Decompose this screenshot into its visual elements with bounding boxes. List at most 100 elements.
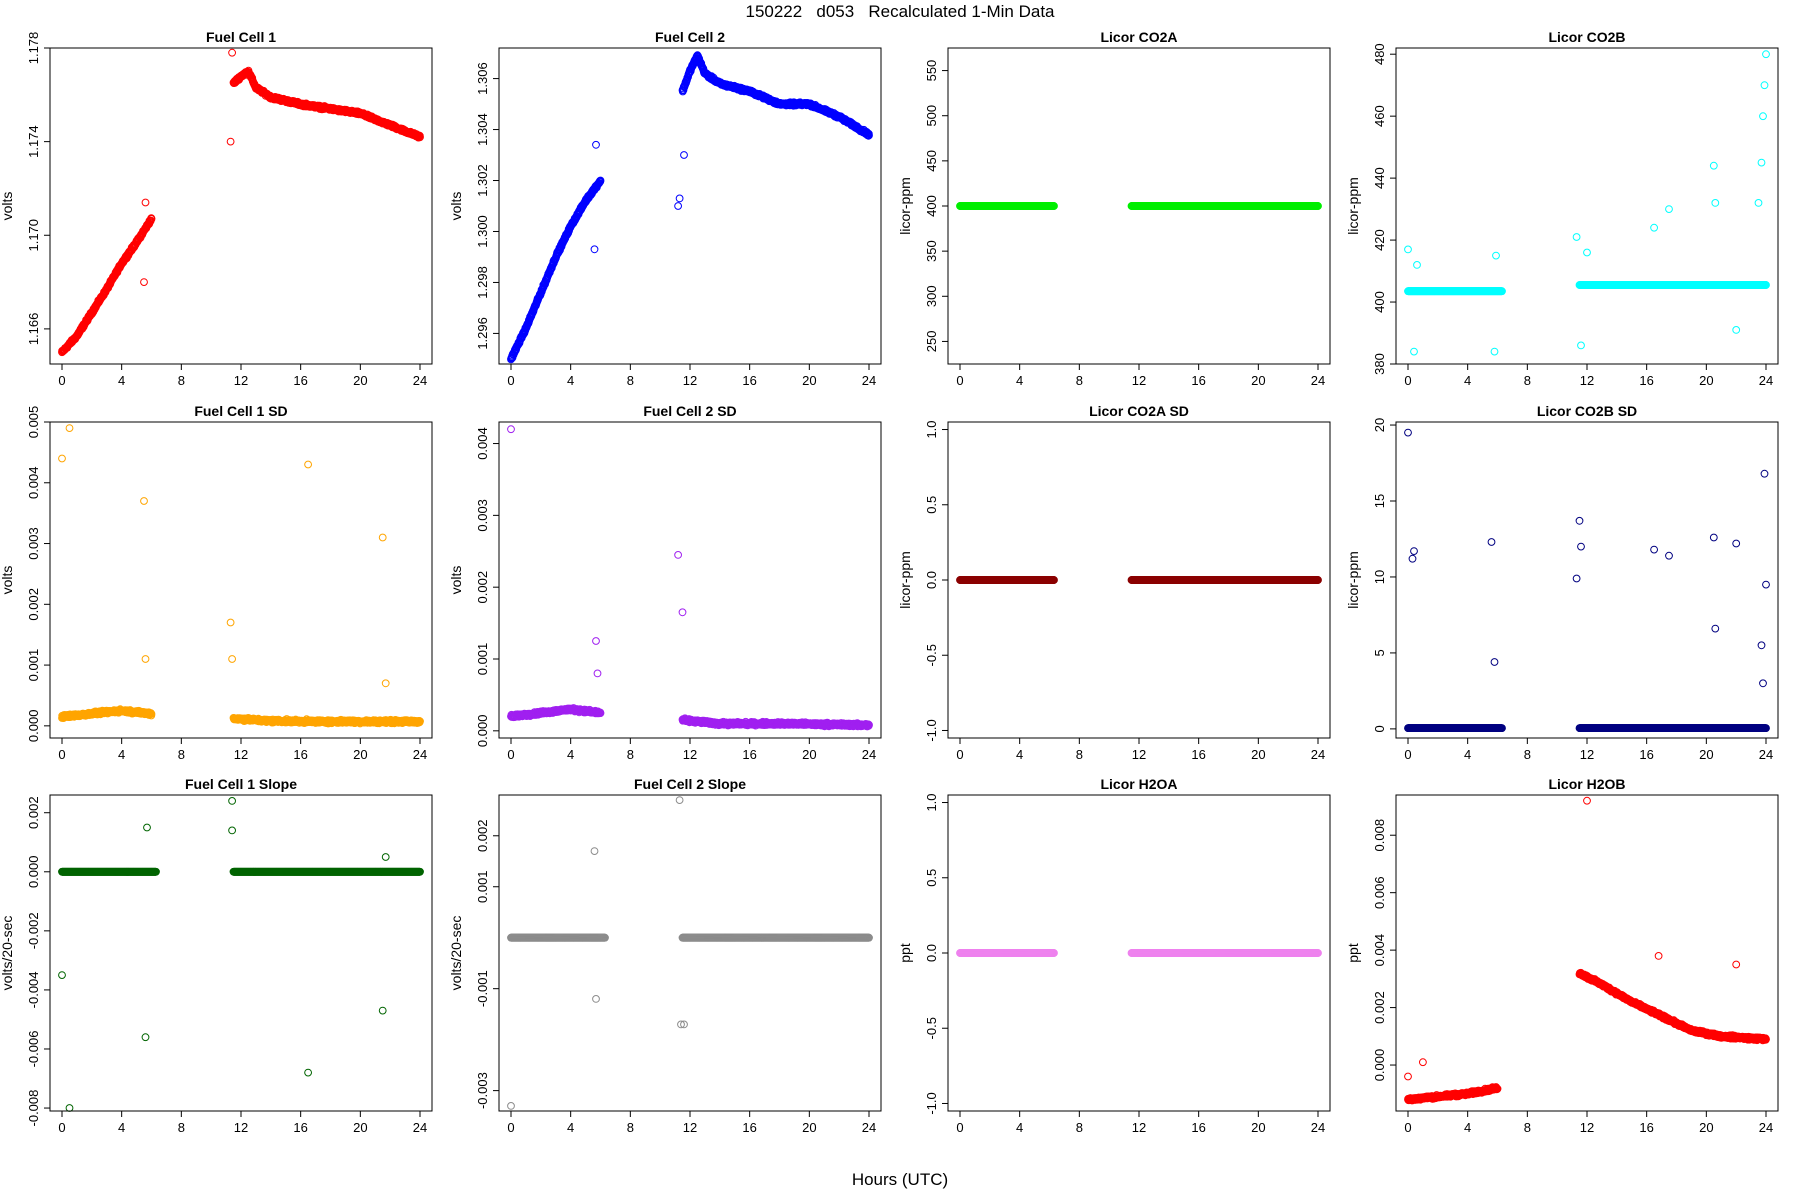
x-tick-label: 8: [178, 373, 185, 388]
y-tick-label: 1.304: [475, 113, 490, 146]
x-tick-label: 0: [58, 373, 65, 388]
y-axis-label: volts: [0, 566, 15, 595]
data-point: [147, 215, 156, 223]
panel-title: Licor CO2B: [1548, 29, 1625, 45]
y-axis-label: licor-ppm: [1345, 177, 1361, 235]
x-tick-label: 24: [1759, 373, 1773, 388]
y-tick-label: 550: [924, 60, 939, 82]
x-tick-label: 8: [1076, 373, 1083, 388]
y-tick-label: 460: [1372, 105, 1387, 127]
y-tick-label: 400: [924, 195, 939, 217]
y-tick-label: 300: [924, 285, 939, 307]
outlier-point: [141, 198, 150, 207]
x-tick-label: 4: [567, 373, 574, 388]
outlier-point: [1732, 326, 1741, 334]
outlier-point: [140, 278, 148, 287]
y-tick-label: 1.174: [26, 125, 41, 158]
y-tick-label: 400: [1372, 291, 1387, 313]
y-axis-label: volts: [0, 192, 15, 221]
y-tick-label: 1.178: [26, 32, 41, 65]
outlier-point: [228, 48, 237, 57]
panel-title: Fuel Cell 2: [655, 29, 725, 45]
x-tick-label: 12: [683, 373, 697, 388]
outlier-point: [1754, 199, 1763, 207]
outlier-point: [674, 202, 682, 210]
plot-frame: [498, 47, 882, 365]
outlier-point: [1759, 112, 1767, 121]
x-tick-label: 4: [1464, 373, 1471, 388]
y-axis-label: licor-ppm: [897, 177, 913, 235]
x-tick-label: 16: [742, 373, 756, 388]
outlier-point: [590, 245, 599, 254]
x-tick-label: 20: [353, 373, 367, 388]
y-tick-label: 500: [924, 105, 939, 127]
outlier-point: [1650, 223, 1658, 232]
outlier-point: [1757, 158, 1766, 167]
y-tick-label: 1.298: [475, 266, 490, 299]
outlier-point: [1410, 347, 1418, 356]
y-tick-label: 1.300: [475, 215, 490, 248]
data-points: [507, 51, 873, 364]
y-tick-label: 440: [1372, 167, 1387, 189]
x-tick-label: 12: [234, 373, 248, 388]
x-tick-label: 24: [413, 373, 427, 388]
y-axis-label: volts: [448, 192, 464, 221]
outlier-point: [1413, 261, 1421, 269]
outlier-point: [1572, 233, 1581, 241]
data-point: [416, 133, 424, 142]
x-tick-label: 4: [118, 373, 125, 388]
figure-title: 150222 d053 Recalculated 1-Min Data: [745, 2, 1055, 21]
y-tick-label: 420: [1372, 229, 1387, 251]
outlier-point: [680, 151, 688, 159]
y-tick-label: 350: [924, 240, 939, 262]
plot-frame: [1395, 47, 1779, 365]
x-tick-label: 20: [1251, 373, 1265, 388]
data-points: [58, 424, 424, 728]
data-points: [58, 48, 424, 357]
x-tick-label: 8: [627, 373, 634, 388]
outlier-point: [1665, 205, 1673, 214]
y-tick-label: 480: [1372, 43, 1387, 65]
data-points: [1404, 50, 1770, 356]
y-tick-label: 1.296: [475, 317, 490, 350]
outlier-point: [1583, 248, 1591, 257]
x-tick-label: 16: [1191, 373, 1205, 388]
x-tick-label: 20: [802, 373, 816, 388]
y-tick-label: 250: [924, 331, 939, 353]
x-tick-label: 16: [1639, 373, 1653, 388]
panel-licor-co2a: Licor CO2A licor-ppm 0 4 8 12 16 20 24 250 300 350 4…: [897, 29, 1331, 388]
data-points: [956, 202, 1322, 210]
panel-title: Licor CO2A: [1100, 29, 1177, 45]
outlier-point: [1760, 81, 1769, 90]
outlier-point: [1762, 50, 1770, 59]
panel-title: Fuel Cell 1 SD: [194, 403, 287, 419]
x-tick-label: 20: [1699, 373, 1713, 388]
x-tick-label: 24: [862, 373, 876, 388]
y-tick-label: 380: [1372, 353, 1387, 375]
x-tick-label: 0: [1404, 373, 1411, 388]
x-tick-label: 8: [1524, 373, 1531, 388]
outlier-point: [1577, 341, 1585, 350]
y-tick-label: 1.306: [475, 62, 490, 95]
outlier-point: [675, 194, 684, 203]
panel-title: Fuel Cell 1: [206, 29, 276, 45]
x-tick-label: 0: [956, 373, 963, 388]
outlier-point: [1492, 251, 1500, 260]
outlier-point: [1709, 161, 1718, 170]
outlier-point: [1490, 347, 1499, 356]
x-tick-label: 0: [507, 373, 514, 388]
y-tick-label: 1.166: [26, 313, 41, 346]
outlier-point: [226, 137, 235, 146]
x-tick-label: 24: [1311, 373, 1325, 388]
x-tick-label: 12: [1132, 373, 1146, 388]
y-tick-label: 1.302: [475, 164, 490, 197]
x-tick-label: 4: [1016, 373, 1023, 388]
y-tick-label: 1.170: [26, 219, 41, 252]
y-tick-label: 450: [924, 150, 939, 172]
outlier-point: [1404, 245, 1412, 254]
plot-frame: [49, 47, 433, 365]
